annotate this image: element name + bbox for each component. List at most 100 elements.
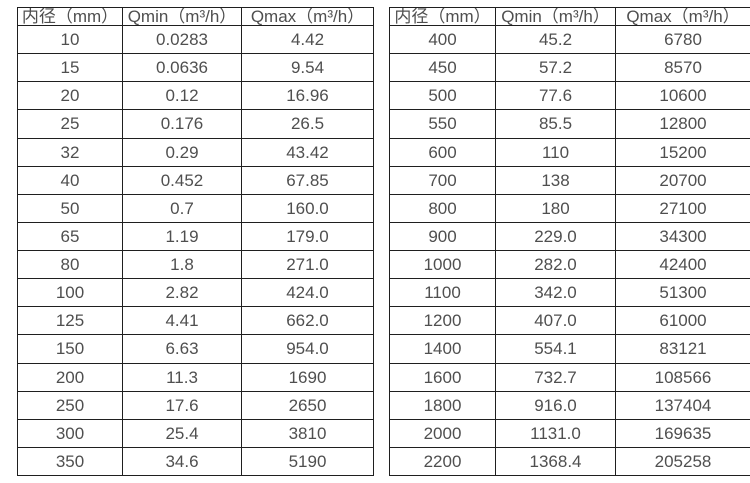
data-cell: 10600 <box>615 81 750 111</box>
data-cell: 550 <box>389 109 496 139</box>
data-cell: 1368.4 <box>495 446 616 477</box>
data-cell: 916.0 <box>495 390 616 420</box>
header-row: 内径（mm） Qmin（m³/h） Qmax（m³/h） <box>389 7 750 26</box>
data-cell: 25 <box>17 109 123 139</box>
data-cell: 0.29 <box>122 137 242 167</box>
data-cell: 61000 <box>615 306 750 336</box>
data-cell: 1131.0 <box>495 418 616 448</box>
data-cell: 32 <box>17 137 123 167</box>
data-cell: 179.0 <box>241 221 374 252</box>
data-cell: 2000 <box>389 418 496 448</box>
header-cell: Qmax（m³/h） <box>241 7 374 26</box>
data-cell: 77.6 <box>495 81 616 111</box>
data-cell: 110 <box>495 137 616 167</box>
data-cell: 271.0 <box>241 249 374 280</box>
data-cell: 600 <box>389 137 496 167</box>
data-cell: 169635 <box>615 418 750 448</box>
table-row: 700 138 20700 <box>389 165 750 195</box>
table-row: 65 1.19 179.0 <box>17 221 374 252</box>
data-cell: 900 <box>389 221 496 252</box>
data-cell: 40 <box>17 165 123 195</box>
data-cell: 3810 <box>241 418 374 448</box>
data-cell: 424.0 <box>241 278 374 308</box>
data-cell: 25.4 <box>122 418 242 448</box>
data-cell: 0.452 <box>122 165 242 195</box>
data-cell: 17.6 <box>122 390 242 420</box>
data-cell: 1690 <box>241 362 374 392</box>
table-row: 100 2.82 424.0 <box>17 278 374 308</box>
header-cell: Qmin（m³/h） <box>122 7 242 26</box>
table-row: 450 57.2 8570 <box>389 53 750 83</box>
data-cell: 51300 <box>615 278 750 308</box>
table-row: 2000 1131.0 169635 <box>389 418 750 448</box>
data-cell: 27100 <box>615 193 750 223</box>
data-cell: 205258 <box>615 446 750 477</box>
data-cell: 10 <box>17 24 123 55</box>
header-row: 内径（mm） Qmin（m³/h） Qmax（m³/h） <box>17 7 374 26</box>
data-cell: 160.0 <box>241 193 374 223</box>
table-row: 600 110 15200 <box>389 137 750 167</box>
data-cell: 700 <box>389 165 496 195</box>
table-row: 15 0.0636 9.54 <box>17 53 374 83</box>
data-cell: 229.0 <box>495 221 616 252</box>
table-body: 10 0.0283 4.42 15 0.0636 9.54 20 0.12 16.96 25 0.1… <box>17 24 374 477</box>
data-cell: 250 <box>17 390 123 420</box>
data-cell: 1000 <box>389 249 496 280</box>
data-cell: 45.2 <box>495 24 616 55</box>
data-cell: 83121 <box>615 334 750 364</box>
table-row: 900 229.0 34300 <box>389 221 750 252</box>
data-cell: 43.42 <box>241 137 374 167</box>
data-cell: 42400 <box>615 249 750 280</box>
data-cell: 200 <box>17 362 123 392</box>
table-row: 25 0.176 26.5 <box>17 109 374 139</box>
data-cell: 0.7 <box>122 193 242 223</box>
data-cell: 80 <box>17 249 123 280</box>
data-cell: 1100 <box>389 278 496 308</box>
data-cell: 800 <box>389 193 496 223</box>
table-row: 1800 916.0 137404 <box>389 390 750 420</box>
data-cell: 50 <box>17 193 123 223</box>
table-row: 1000 282.0 42400 <box>389 249 750 280</box>
data-cell: 137404 <box>615 390 750 420</box>
table-row: 1400 554.1 83121 <box>389 334 750 364</box>
data-cell: 20700 <box>615 165 750 195</box>
data-cell: 34300 <box>615 221 750 252</box>
table-row: 800 180 27100 <box>389 193 750 223</box>
data-cell: 350 <box>17 446 123 477</box>
data-cell: 150 <box>17 334 123 364</box>
table-row: 125 4.41 662.0 <box>17 306 374 336</box>
data-cell: 15200 <box>615 137 750 167</box>
data-cell: 2200 <box>389 446 496 477</box>
data-cell: 100 <box>17 278 123 308</box>
data-cell: 1200 <box>389 306 496 336</box>
table-row: 20 0.12 16.96 <box>17 81 374 111</box>
data-cell: 1600 <box>389 362 496 392</box>
table-row: 2200 1368.4 205258 <box>389 446 750 477</box>
table-row: 300 25.4 3810 <box>17 418 374 448</box>
flow-rate-table-large-diameters: 内径（mm） Qmin（m³/h） Qmax（m³/h） 400 45.2 6780 45… <box>389 7 750 477</box>
data-cell: 180 <box>495 193 616 223</box>
table-row: 80 1.8 271.0 <box>17 249 374 280</box>
data-cell: 12800 <box>615 109 750 139</box>
data-cell: 954.0 <box>241 334 374 364</box>
data-cell: 57.2 <box>495 53 616 83</box>
flow-rate-table-small-diameters: 内径（mm） Qmin（m³/h） Qmax（m³/h） 10 0.0283 4.42 1… <box>17 7 374 477</box>
data-cell: 65 <box>17 221 123 252</box>
table-row: 40 0.452 67.85 <box>17 165 374 195</box>
data-cell: 1800 <box>389 390 496 420</box>
data-cell: 342.0 <box>495 278 616 308</box>
header-cell: 内径（mm） <box>389 7 496 26</box>
data-cell: 6780 <box>615 24 750 55</box>
data-cell: 15 <box>17 53 123 83</box>
data-cell: 0.12 <box>122 81 242 111</box>
data-cell: 500 <box>389 81 496 111</box>
data-cell: 26.5 <box>241 109 374 139</box>
data-cell: 400 <box>389 24 496 55</box>
data-cell: 138 <box>495 165 616 195</box>
data-cell: 0.176 <box>122 109 242 139</box>
data-cell: 34.6 <box>122 446 242 477</box>
data-cell: 554.1 <box>495 334 616 364</box>
data-cell: 407.0 <box>495 306 616 336</box>
data-cell: 2650 <box>241 390 374 420</box>
data-cell: 0.0283 <box>122 24 242 55</box>
